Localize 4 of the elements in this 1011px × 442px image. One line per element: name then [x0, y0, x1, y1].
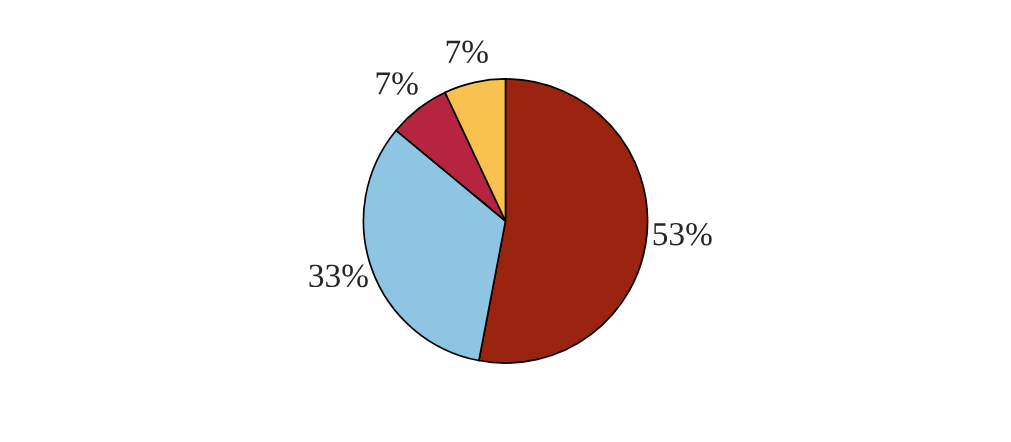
- data-label: 33%: [309, 264, 368, 288]
- data-label: 7%: [446, 40, 488, 64]
- data-label: 7%: [376, 72, 418, 95]
- data-label: 53%: [653, 222, 712, 246]
